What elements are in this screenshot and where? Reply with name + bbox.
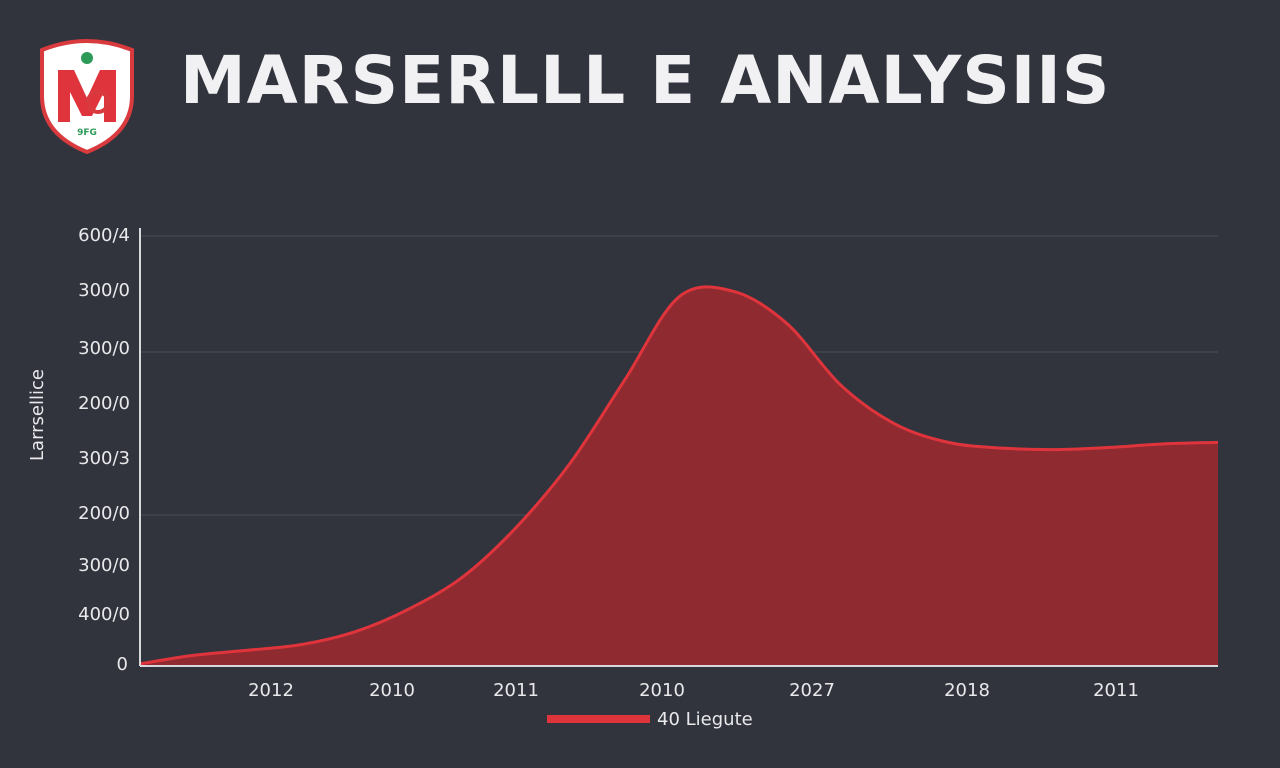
x-tick-label: 2010 [639, 680, 685, 701]
y-tick-label: 200/0 [78, 393, 130, 414]
x-tick-label: 2011 [1093, 680, 1139, 701]
y-tick-label: 300/0 [78, 280, 130, 301]
y-axis-label: Larrsellice [27, 369, 48, 461]
x-tick-label: 2011 [493, 680, 539, 701]
crest-text: 9FG [77, 128, 97, 138]
area-fill [140, 286, 1218, 666]
club-crest-logo: 9FG [40, 39, 134, 154]
y-tick-label: 300/0 [78, 338, 130, 359]
crest-mark [58, 70, 116, 122]
legend-swatch [547, 715, 650, 723]
x-tick-label: 2018 [944, 680, 990, 701]
area-line [139, 285, 1219, 666]
y-tick-label: 0 [117, 654, 128, 675]
x-tick-label: 2012 [248, 680, 294, 701]
crest-shield [40, 39, 134, 154]
legend-label: 40 Liegute [657, 709, 753, 730]
y-tick-label: 300/0 [78, 555, 130, 576]
y-tick-label: 400/0 [78, 604, 130, 625]
y-tick-label: 600/4 [78, 225, 130, 246]
page-title: MARSERLLL E ANALYSIIS [180, 42, 1111, 119]
y-tick-label: 300/3 [78, 448, 130, 469]
x-tick-label: 2027 [789, 680, 835, 701]
y-tick-label: 200/0 [78, 503, 130, 524]
x-tick-label: 2010 [369, 680, 415, 701]
crest-emblem-dot [81, 52, 93, 64]
